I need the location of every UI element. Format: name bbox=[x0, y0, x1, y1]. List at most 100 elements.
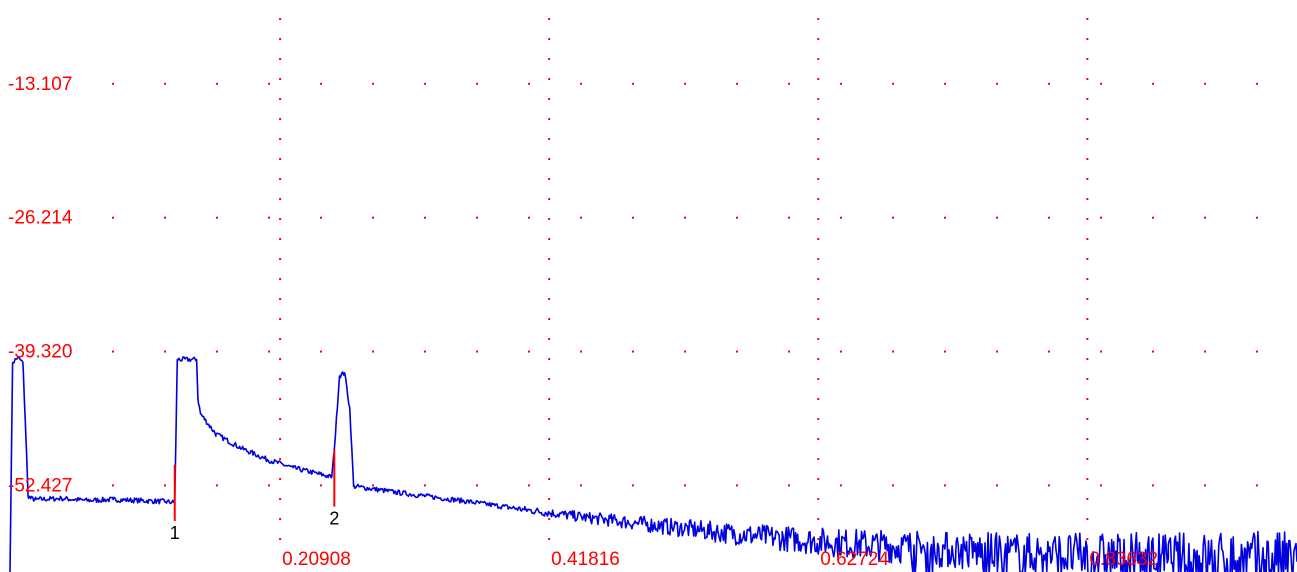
grid-dot bbox=[817, 118, 820, 120]
grid-dot bbox=[1086, 78, 1089, 80]
grid-dot bbox=[1086, 478, 1089, 480]
grid-dot bbox=[112, 216, 114, 219]
grid-dot bbox=[548, 18, 551, 20]
grid-dot bbox=[1204, 484, 1206, 487]
grid-dot bbox=[1086, 518, 1089, 520]
grid-dot bbox=[1256, 484, 1258, 487]
grid-dot bbox=[279, 398, 282, 400]
grid-dot bbox=[892, 216, 894, 219]
grid-dot bbox=[1256, 216, 1258, 219]
grid-dot bbox=[548, 138, 551, 140]
x-tick-label: 0.20908 bbox=[282, 549, 351, 570]
grid-dot bbox=[1086, 198, 1089, 200]
grid-dot bbox=[164, 484, 166, 487]
grid-dot bbox=[279, 138, 282, 140]
grid-dot bbox=[268, 484, 270, 487]
marker-label: 2 bbox=[329, 509, 339, 529]
grid-dot bbox=[320, 350, 322, 353]
grid-dot bbox=[1086, 378, 1089, 380]
grid-dot bbox=[892, 82, 894, 85]
grid-dot bbox=[548, 118, 551, 120]
grid-dot bbox=[1086, 238, 1089, 240]
grid-dot bbox=[580, 484, 582, 487]
grid-dot bbox=[892, 350, 894, 353]
grid-dot bbox=[279, 218, 282, 220]
grid-dot bbox=[548, 438, 551, 440]
grid-dot bbox=[817, 378, 820, 380]
grid-dot bbox=[528, 484, 530, 487]
grid-dot bbox=[944, 216, 946, 219]
grid-dot bbox=[372, 216, 374, 219]
grid-dot bbox=[736, 484, 738, 487]
grid-dot bbox=[1086, 58, 1089, 60]
grid-dot bbox=[1204, 216, 1206, 219]
grid-dot bbox=[817, 418, 820, 420]
grid-dot bbox=[112, 350, 114, 353]
grid-dot bbox=[279, 538, 282, 540]
y-tick-label: -52.427 bbox=[8, 475, 72, 496]
grid-dot bbox=[1204, 350, 1206, 353]
grid-dot bbox=[1086, 118, 1089, 120]
grid-dot bbox=[476, 350, 478, 353]
grid-dot bbox=[164, 350, 166, 353]
y-tick-label: -26.214 bbox=[8, 208, 73, 229]
grid-dot bbox=[817, 238, 820, 240]
grid-dot bbox=[548, 398, 551, 400]
grid-dot bbox=[1152, 82, 1154, 85]
grid-dot bbox=[1086, 278, 1089, 280]
grid-dot bbox=[1100, 350, 1102, 353]
grid-dot bbox=[372, 82, 374, 85]
grid-dot bbox=[476, 82, 478, 85]
grid-dot bbox=[817, 18, 820, 20]
grid-dot bbox=[736, 350, 738, 353]
grid-dot bbox=[788, 82, 790, 85]
grid-dot bbox=[548, 378, 551, 380]
grid-dot bbox=[817, 518, 820, 520]
grid-dot bbox=[548, 538, 551, 540]
grid-dot bbox=[279, 78, 282, 80]
grid-dot bbox=[817, 398, 820, 400]
grid-dot bbox=[817, 38, 820, 40]
grid-dot bbox=[1086, 438, 1089, 440]
grid-dot bbox=[268, 350, 270, 353]
grid-dot bbox=[279, 238, 282, 240]
grid-dot bbox=[817, 138, 820, 140]
y-axis-tick-labels: -13.107 -26.214 -39.320 -52.427 bbox=[8, 74, 73, 497]
grid-dot bbox=[548, 38, 551, 40]
grid-dot bbox=[279, 358, 282, 360]
grid-dot bbox=[320, 82, 322, 85]
grid-dot bbox=[548, 258, 551, 260]
grid-dot bbox=[788, 216, 790, 219]
grid-dot bbox=[279, 418, 282, 420]
grid-dot bbox=[788, 484, 790, 487]
grid-dot bbox=[548, 338, 551, 340]
grid-dot bbox=[736, 216, 738, 219]
grid-dot bbox=[1086, 38, 1089, 40]
grid-dot bbox=[1086, 298, 1089, 300]
grid-dot bbox=[1204, 82, 1206, 85]
grid-dot bbox=[684, 350, 686, 353]
grid-dot bbox=[1152, 350, 1154, 353]
grid-dot bbox=[528, 350, 530, 353]
grid-dot bbox=[1100, 216, 1102, 219]
grid-dot bbox=[1086, 258, 1089, 260]
grid-dot bbox=[424, 484, 426, 487]
grid-dot bbox=[1100, 82, 1102, 85]
grid-dot bbox=[548, 458, 551, 460]
grid-dot bbox=[632, 350, 634, 353]
grid-dot bbox=[279, 498, 282, 500]
grid-dot bbox=[996, 216, 998, 219]
grid-dot bbox=[1086, 358, 1089, 360]
grid-dot bbox=[944, 82, 946, 85]
grid-dot bbox=[1086, 498, 1089, 500]
grid-dot bbox=[944, 350, 946, 353]
grid-dot bbox=[996, 484, 998, 487]
grid-dot bbox=[279, 158, 282, 160]
grid-dot bbox=[279, 38, 282, 40]
grid-dot bbox=[1086, 418, 1089, 420]
grid-dot bbox=[112, 484, 114, 487]
grid-dot bbox=[817, 218, 820, 220]
grid-dot bbox=[279, 258, 282, 260]
grid-dot bbox=[1086, 218, 1089, 220]
